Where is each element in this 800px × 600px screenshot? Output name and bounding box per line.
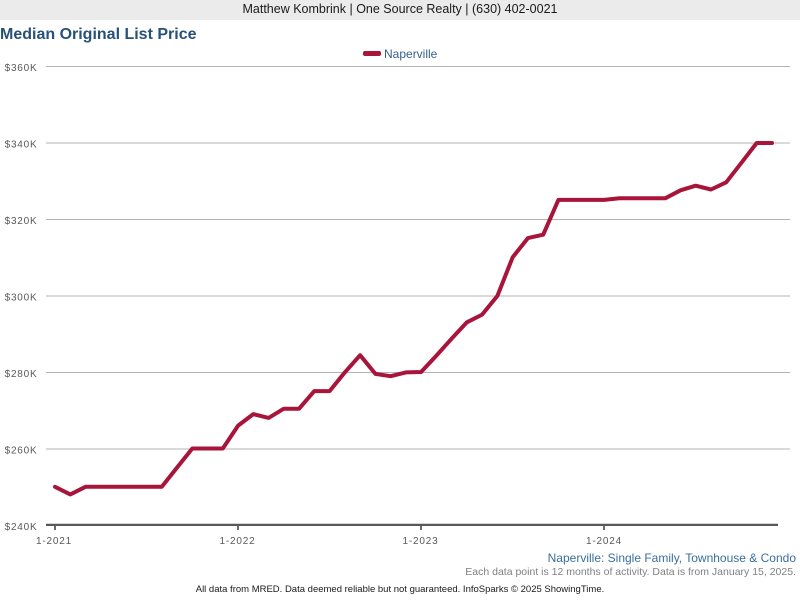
svg-text:$300K: $300K xyxy=(5,293,38,304)
svg-text:$240K: $240K xyxy=(5,522,38,533)
svg-text:$260K: $260K xyxy=(5,446,38,457)
svg-text:$340K: $340K xyxy=(5,140,38,151)
svg-text:$320K: $320K xyxy=(5,216,38,227)
svg-text:1-2023: 1-2023 xyxy=(403,536,439,547)
svg-text:1-2022: 1-2022 xyxy=(220,536,256,547)
svg-text:1-2021: 1-2021 xyxy=(36,536,72,547)
svg-text:$360K: $360K xyxy=(5,63,38,74)
svg-text:$280K: $280K xyxy=(5,369,38,380)
svg-text:1-2024: 1-2024 xyxy=(586,536,622,547)
